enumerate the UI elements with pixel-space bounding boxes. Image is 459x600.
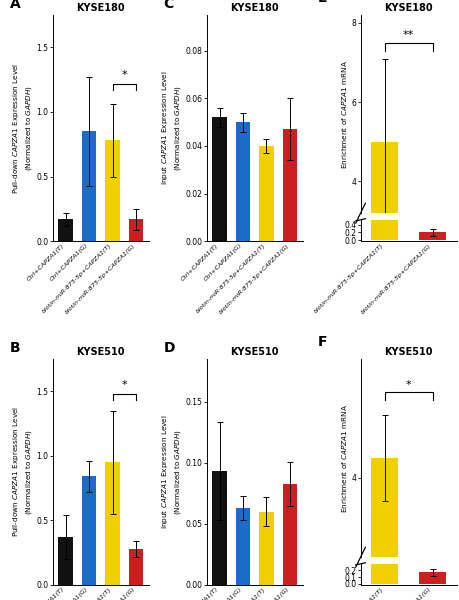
Y-axis label: Enrichment of $CAPZA1$ mRNA: Enrichment of $CAPZA1$ mRNA [340, 59, 349, 169]
Bar [371, 458, 398, 600]
Bar [105, 462, 120, 585]
Bar [371, 299, 398, 584]
Title: KYSE510: KYSE510 [384, 347, 433, 356]
Y-axis label: Input $CAPZA1$ Expression Level
(Normalized to $GAPDH$): Input $CAPZA1$ Expression Level (Normali… [160, 415, 183, 529]
Y-axis label: Pull-down $CAPZA1$ Expression Level
(Normalized to $GAPDH$): Pull-down $CAPZA1$ Expression Level (Nor… [11, 62, 34, 194]
Bar [236, 508, 250, 585]
Text: E: E [317, 0, 327, 5]
Bar [420, 572, 446, 584]
Bar [82, 476, 96, 585]
Title: KYSE180: KYSE180 [384, 3, 433, 13]
Bar [58, 219, 73, 241]
Title: KYSE510: KYSE510 [230, 347, 279, 356]
Text: *: * [122, 70, 127, 80]
Text: D: D [163, 341, 175, 355]
Bar [283, 129, 297, 241]
Bar [213, 471, 227, 585]
Text: F: F [317, 335, 327, 349]
Bar [236, 122, 250, 241]
Bar [283, 484, 297, 585]
Y-axis label: Pull-down $CAPZA1$ Expression Level
(Normalized to $GAPDH$): Pull-down $CAPZA1$ Expression Level (Nor… [11, 406, 34, 538]
Bar [420, 232, 446, 241]
Title: KYSE180: KYSE180 [77, 3, 125, 13]
Text: A: A [10, 0, 20, 11]
Bar [82, 131, 96, 241]
Bar [105, 140, 120, 241]
Bar [58, 537, 73, 585]
Bar [129, 219, 143, 241]
Bar [129, 549, 143, 585]
Bar [259, 146, 274, 241]
Bar [371, 42, 398, 241]
Text: **: ** [403, 31, 414, 40]
Text: C: C [163, 0, 174, 11]
Y-axis label: Input $CAPZA1$ Expression Level
(Normalized to $GAPDH$): Input $CAPZA1$ Expression Level (Normali… [160, 71, 183, 185]
Title: KYSE180: KYSE180 [230, 3, 279, 13]
Bar [420, 332, 446, 340]
Text: *: * [122, 380, 127, 391]
Text: *: * [406, 380, 411, 389]
Text: B: B [10, 341, 20, 355]
Bar [371, 142, 398, 340]
Y-axis label: Enrichment of $CAPZA1$ mRNA: Enrichment of $CAPZA1$ mRNA [340, 404, 349, 512]
Bar [213, 118, 227, 241]
Bar [259, 512, 274, 585]
Title: KYSE510: KYSE510 [77, 347, 125, 356]
